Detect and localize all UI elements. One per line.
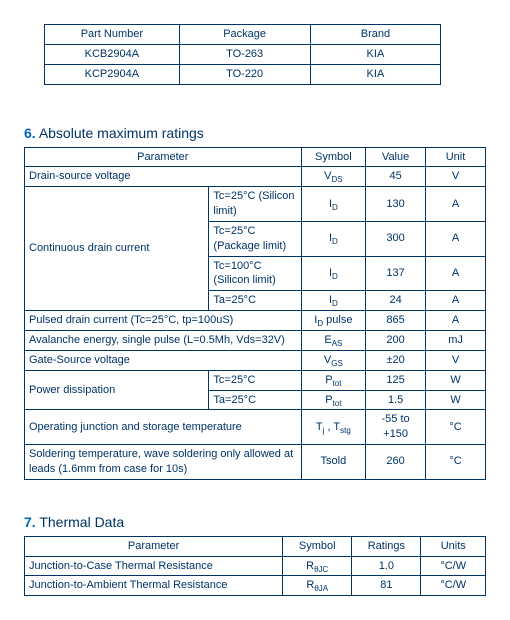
condition-cell: Tc=25°C (Silicon limit)	[209, 187, 301, 222]
table-row: KCB2904A TO-263 KIA	[45, 44, 441, 64]
symbol-cell: Ptot	[301, 370, 366, 390]
absolute-max-ratings-table: Parameter Symbol Value Unit Drain-source…	[24, 147, 486, 480]
unit-cell: V	[426, 350, 486, 370]
table-row: Avalanche energy, single pulse (L=0.5Mh,…	[25, 330, 486, 350]
section-6-title: 6. Absolute maximum ratings	[24, 125, 486, 141]
condition-cell: Tc=100°C (Silicon limit)	[209, 256, 301, 291]
col-ratings: Ratings	[352, 536, 421, 556]
param-label: Drain-source voltage	[25, 167, 302, 187]
table-row: KCP2904A TO-220 KIA	[45, 64, 441, 84]
param-label: Soldering temperature, wave soldering on…	[25, 445, 302, 480]
param-label: Avalanche energy, single pulse (L=0.5Mh,…	[25, 330, 302, 350]
symbol-cell: RθJA	[283, 576, 352, 596]
param-label: Continuous drain current	[25, 187, 209, 311]
col-symbol: Symbol	[301, 147, 366, 167]
table-header-row: Parameter Symbol Value Unit	[25, 147, 486, 167]
table-row: Pulsed drain current (Tc=25°C, tp=100uS)…	[25, 311, 486, 331]
value-cell: 260	[366, 445, 426, 480]
unit-cell: °C/W	[421, 576, 486, 596]
param-label: Junction-to-Case Thermal Resistance	[25, 556, 283, 576]
section-number: 7.	[24, 514, 36, 530]
symbol-cell: VGS	[301, 350, 366, 370]
value-cell: 1.5	[366, 390, 426, 410]
table-header-row: Parameter Symbol Ratings Units	[25, 536, 486, 556]
unit-cell: °C	[426, 445, 486, 480]
table-row: Power dissipation Tc=25°C Ptot 125 W	[25, 370, 486, 390]
table-row: Junction-to-Case Thermal Resistance RθJC…	[25, 556, 486, 576]
unit-cell: A	[426, 256, 486, 291]
symbol-cell: VDS	[301, 167, 366, 187]
thermal-data-table: Parameter Symbol Ratings Units Junction-…	[24, 536, 486, 597]
unit-cell: W	[426, 390, 486, 410]
col-value: Value	[366, 147, 426, 167]
section-text: Absolute maximum ratings	[39, 125, 204, 141]
col-unit: Unit	[426, 147, 486, 167]
param-label: Gate-Source voltage	[25, 350, 302, 370]
table-row: Gate-Source voltage VGS ±20 V	[25, 350, 486, 370]
unit-cell: mJ	[426, 330, 486, 350]
symbol-cell: RθJC	[283, 556, 352, 576]
symbol-cell: ID	[301, 187, 366, 222]
unit-cell: A	[426, 221, 486, 256]
cell: KIA	[310, 64, 441, 84]
condition-cell: Tc=25°C (Package limit)	[209, 221, 301, 256]
table-row: Junction-to-Ambient Thermal Resistance R…	[25, 576, 486, 596]
value-cell: 200	[366, 330, 426, 350]
unit-cell: A	[426, 291, 486, 311]
col-units: Units	[421, 536, 486, 556]
unit-cell: W	[426, 370, 486, 390]
table-row: Drain-source voltage VDS 45 V	[25, 167, 486, 187]
unit-cell: °C	[426, 410, 486, 445]
value-cell: 1.0	[352, 556, 421, 576]
condition-cell: Tc=25°C	[209, 370, 301, 390]
cell: TO-220	[179, 64, 310, 84]
value-cell: 137	[366, 256, 426, 291]
section-7-title: 7. Thermal Data	[24, 514, 486, 530]
value-cell: 24	[366, 291, 426, 311]
symbol-cell: ID	[301, 221, 366, 256]
symbol-cell: ID pulse	[301, 311, 366, 331]
param-label: Operating junction and storage temperatu…	[25, 410, 302, 445]
condition-cell: Ta=25°C	[209, 291, 301, 311]
cell: KCP2904A	[45, 64, 180, 84]
unit-cell: A	[426, 187, 486, 222]
value-cell: 81	[352, 576, 421, 596]
symbol-cell: Tj , Tstg	[301, 410, 366, 445]
cell: KCB2904A	[45, 44, 180, 64]
symbol-cell: Tsold	[301, 445, 366, 480]
table-row: Continuous drain current Tc=25°C (Silico…	[25, 187, 486, 222]
value-cell: -55 to +150	[366, 410, 426, 445]
section-text: Thermal Data	[39, 514, 124, 530]
table-row: Operating junction and storage temperatu…	[25, 410, 486, 445]
value-cell: 125	[366, 370, 426, 390]
symbol-cell: ID	[301, 256, 366, 291]
value-cell: 865	[366, 311, 426, 331]
value-cell: ±20	[366, 350, 426, 370]
value-cell: 130	[366, 187, 426, 222]
col-symbol: Symbol	[283, 536, 352, 556]
cell: KIA	[310, 44, 441, 64]
part-number-table: Part Number Package Brand KCB2904A TO-26…	[44, 24, 441, 85]
col-part-number: Part Number	[45, 25, 180, 45]
value-cell: 45	[366, 167, 426, 187]
condition-cell: Ta=25°C	[209, 390, 301, 410]
unit-cell: °C/W	[421, 556, 486, 576]
unit-cell: V	[426, 167, 486, 187]
param-label: Pulsed drain current (Tc=25°C, tp=100uS)	[25, 311, 302, 331]
col-brand: Brand	[310, 25, 441, 45]
col-parameter: Parameter	[25, 536, 283, 556]
col-parameter: Parameter	[25, 147, 302, 167]
table-header-row: Part Number Package Brand	[45, 25, 441, 45]
symbol-cell: Ptot	[301, 390, 366, 410]
col-package: Package	[179, 25, 310, 45]
param-label: Power dissipation	[25, 370, 209, 410]
param-label: Junction-to-Ambient Thermal Resistance	[25, 576, 283, 596]
symbol-cell: ID	[301, 291, 366, 311]
cell: TO-263	[179, 44, 310, 64]
section-number: 6.	[24, 125, 36, 141]
value-cell: 300	[366, 221, 426, 256]
symbol-cell: EAS	[301, 330, 366, 350]
unit-cell: A	[426, 311, 486, 331]
table-row: Soldering temperature, wave soldering on…	[25, 445, 486, 480]
